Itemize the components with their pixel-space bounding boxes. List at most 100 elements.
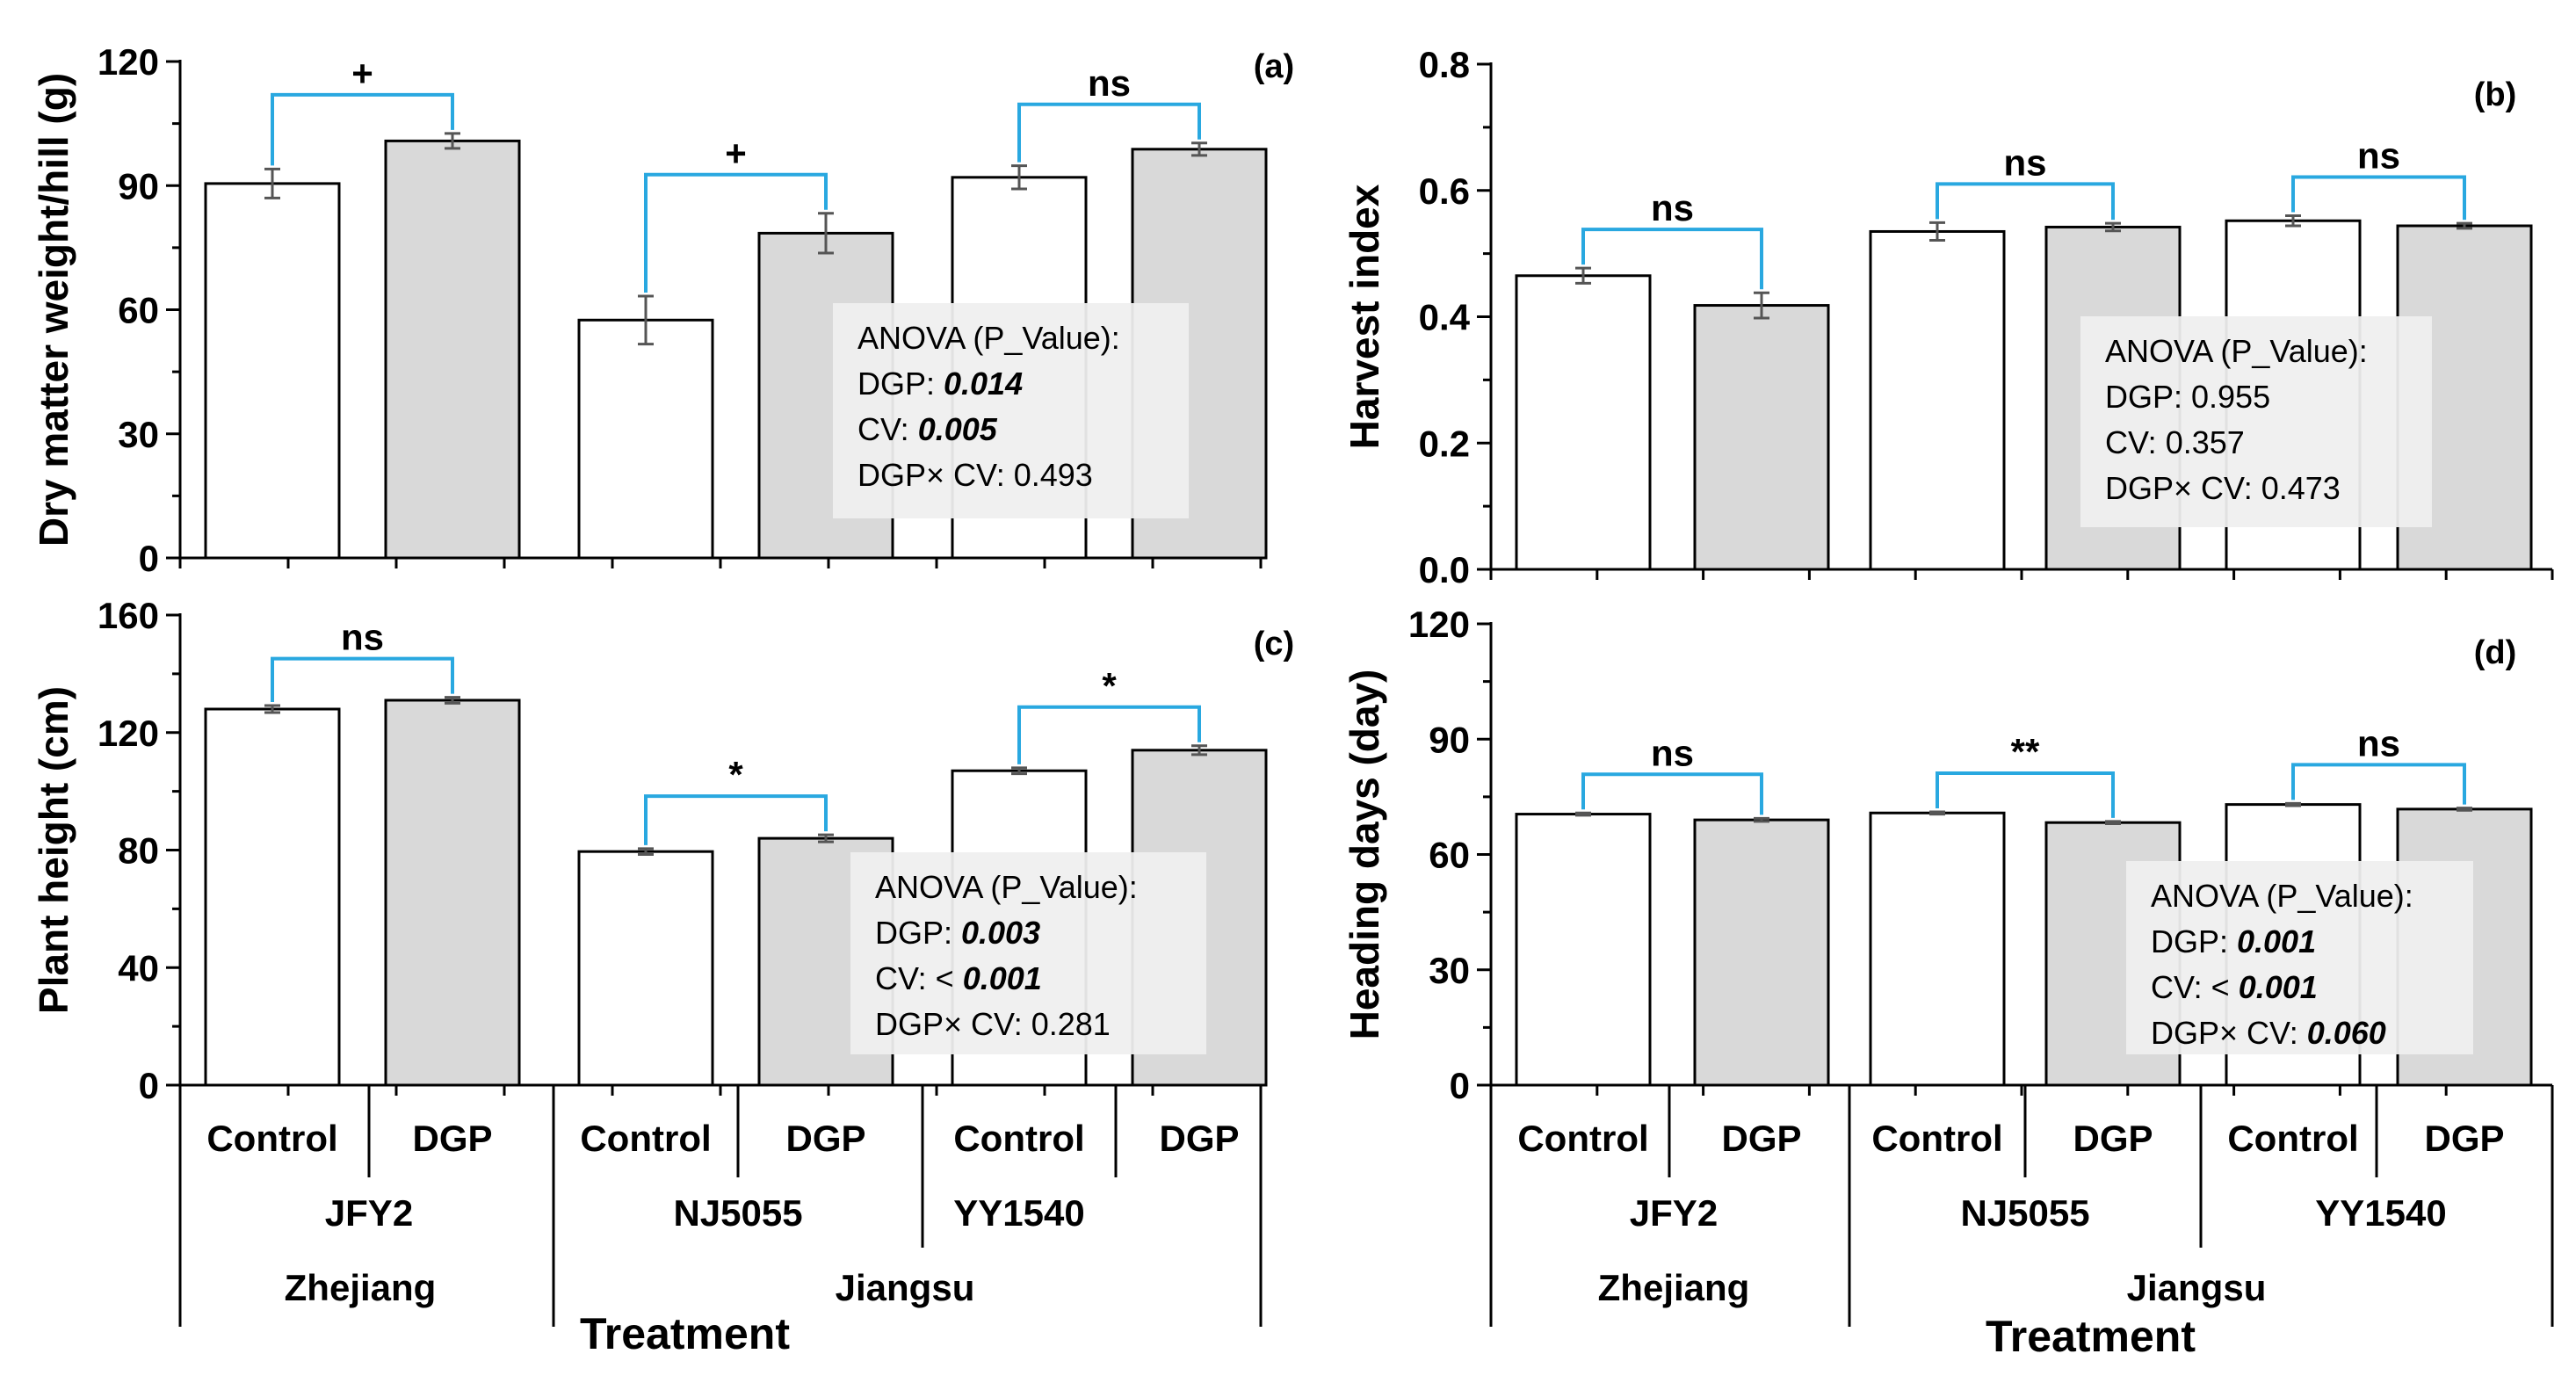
significance-bracket (1936, 771, 2115, 818)
anova-box (2080, 316, 2432, 527)
anova-line: CV: 0.005 (857, 411, 998, 447)
significance-label: ns (2357, 135, 2400, 177)
anova-line-label: DGP: (875, 915, 961, 951)
significance-label: ** (2011, 731, 2040, 772)
treatment-label-control: Control (580, 1118, 711, 1159)
anova-line: CV: < 0.001 (875, 960, 1042, 996)
anova-line-label: CV: (2105, 424, 2166, 460)
treatment-label-dgp: DGP (412, 1118, 492, 1159)
panel-1: ns ns ns 0.0 0.2 0.4 0.6 0.8 Harvest index (b) ANO… (1342, 44, 2554, 590)
region-label: Jiangsu (836, 1267, 975, 1308)
cultivar-label: NJ5055 (673, 1192, 802, 1234)
x-axis-title: Treatment (1986, 1312, 2196, 1361)
anova-line: DGP: 0.001 (2151, 923, 2316, 959)
anova-line: CV: < 0.001 (2151, 969, 2318, 1005)
y-tick-label: 0.2 (1419, 423, 1470, 464)
anova-line-label: CV: < (2151, 969, 2239, 1005)
anova-title: ANOVA (P_Value): (857, 320, 1120, 356)
significance-label: + (725, 133, 747, 174)
anova-line: DGP× CV: 0.060 (2151, 1015, 2386, 1051)
y-tick-label: 60 (118, 290, 159, 331)
y-tick-label: 120 (98, 713, 159, 754)
y-tick-label: 120 (98, 41, 159, 83)
bar-control (1869, 811, 2006, 1087)
cultivar-label: JFY2 (1630, 1192, 1718, 1234)
region-label: Jiangsu (2127, 1267, 2267, 1308)
anova-title: ANOVA (P_Value): (2105, 333, 2368, 369)
anova-p-value: 0.014 (944, 366, 1023, 402)
significance-label: * (728, 754, 743, 795)
anova-p-value: 0.493 (1014, 457, 1093, 493)
significance-label: ns (1651, 732, 1694, 773)
treatment-label-control: Control (206, 1118, 337, 1159)
anova-p-value: 0.001 (963, 960, 1042, 996)
anova-line-label: DGP× CV: (2105, 470, 2261, 506)
significance-bracket (1017, 705, 1201, 764)
anova-title: ANOVA (P_Value): (2151, 878, 2413, 914)
category-table-0: Control DGP JFY2 Control DGP NJ5055 Control DGP… (178, 1085, 1263, 1358)
anova-line: DGP: 0.955 (2105, 379, 2270, 415)
treatment-label-dgp: DGP (785, 1118, 865, 1159)
y-tick-label: 90 (1429, 719, 1470, 760)
anova-line-label: CV: (857, 411, 918, 447)
significance-bracket (1581, 772, 1763, 815)
anova-p-value: 0.001 (2239, 969, 2318, 1005)
bar-dgp (384, 699, 521, 1087)
anova-p-value: 0.955 (2191, 379, 2270, 415)
anova-p-value: 0.001 (2237, 923, 2316, 959)
anova-line: DGP× CV: 0.281 (875, 1006, 1111, 1042)
treatment-label-dgp: DGP (1721, 1118, 1801, 1159)
panel-tag: (c) (1254, 626, 1294, 662)
bar-control (1515, 813, 1652, 1087)
significance-bracket (2291, 763, 2466, 805)
anova-p-value: 0.357 (2166, 424, 2245, 460)
y-tick-label: 120 (1408, 604, 1470, 645)
y-tick-label: 0.4 (1419, 297, 1471, 338)
bar-control (1515, 274, 1652, 571)
anova-p-value: 0.003 (961, 915, 1040, 951)
y-tick-label: 0.8 (1419, 44, 1470, 85)
significance-label: ns (1651, 187, 1694, 228)
bar-control (204, 707, 341, 1087)
anova-box (833, 303, 1189, 518)
panel-tag: (b) (2474, 76, 2517, 113)
significance-bracket (644, 172, 828, 293)
y-axis-title: Dry matter weight/hill (g) (31, 73, 76, 547)
treatment-label-dgp: DGP (1159, 1118, 1239, 1159)
y-axis-title: Heading days (day) (1342, 670, 1387, 1040)
bar-control (577, 318, 714, 560)
anova-line-label: DGP: (2105, 379, 2191, 415)
anova-line: DGP: 0.003 (875, 915, 1040, 951)
cultivar-label: YY1540 (953, 1192, 1084, 1234)
significance-label: + (351, 53, 373, 94)
panel-2: ns * * 0 40 80 120 160 Plant height (cm) (c) ANOVA… (31, 595, 1294, 1106)
cultivar-label: YY1540 (2315, 1192, 2446, 1234)
significance-bracket (271, 92, 454, 166)
cultivar-label: JFY2 (325, 1192, 413, 1234)
region-label: Zhejiang (285, 1267, 437, 1308)
treatment-label-control: Control (1871, 1118, 2002, 1159)
y-axis-title: Harvest index (1342, 184, 1387, 449)
panel-tag: (a) (1254, 48, 1294, 85)
y-tick-label: 30 (1429, 950, 1470, 991)
anova-box (850, 852, 1206, 1054)
y-tick-label: 90 (118, 165, 159, 206)
y-tick-label: 0 (139, 538, 159, 579)
y-tick-label: 0 (1450, 1065, 1470, 1106)
anova-line-label: DGP× CV: (2151, 1015, 2307, 1051)
y-tick-label: 40 (118, 947, 159, 988)
x-axis-title: Treatment (580, 1309, 790, 1358)
significance-bracket (644, 794, 828, 845)
anova-line-label: DGP× CV: (857, 457, 1014, 493)
region-label: Zhejiang (1598, 1267, 1750, 1308)
y-axis-title: Plant height (cm) (31, 686, 76, 1014)
anova-p-value: 0.005 (918, 411, 998, 447)
significance-label: ns (1088, 62, 1131, 104)
treatment-label-control: Control (1517, 1118, 1648, 1159)
panel-3: ns ** ns 0 30 60 90 120 Heading days (day) (d) ANO… (1342, 604, 2554, 1106)
anova-p-value: 0.060 (2307, 1015, 2386, 1051)
significance-bracket (1936, 182, 2115, 221)
